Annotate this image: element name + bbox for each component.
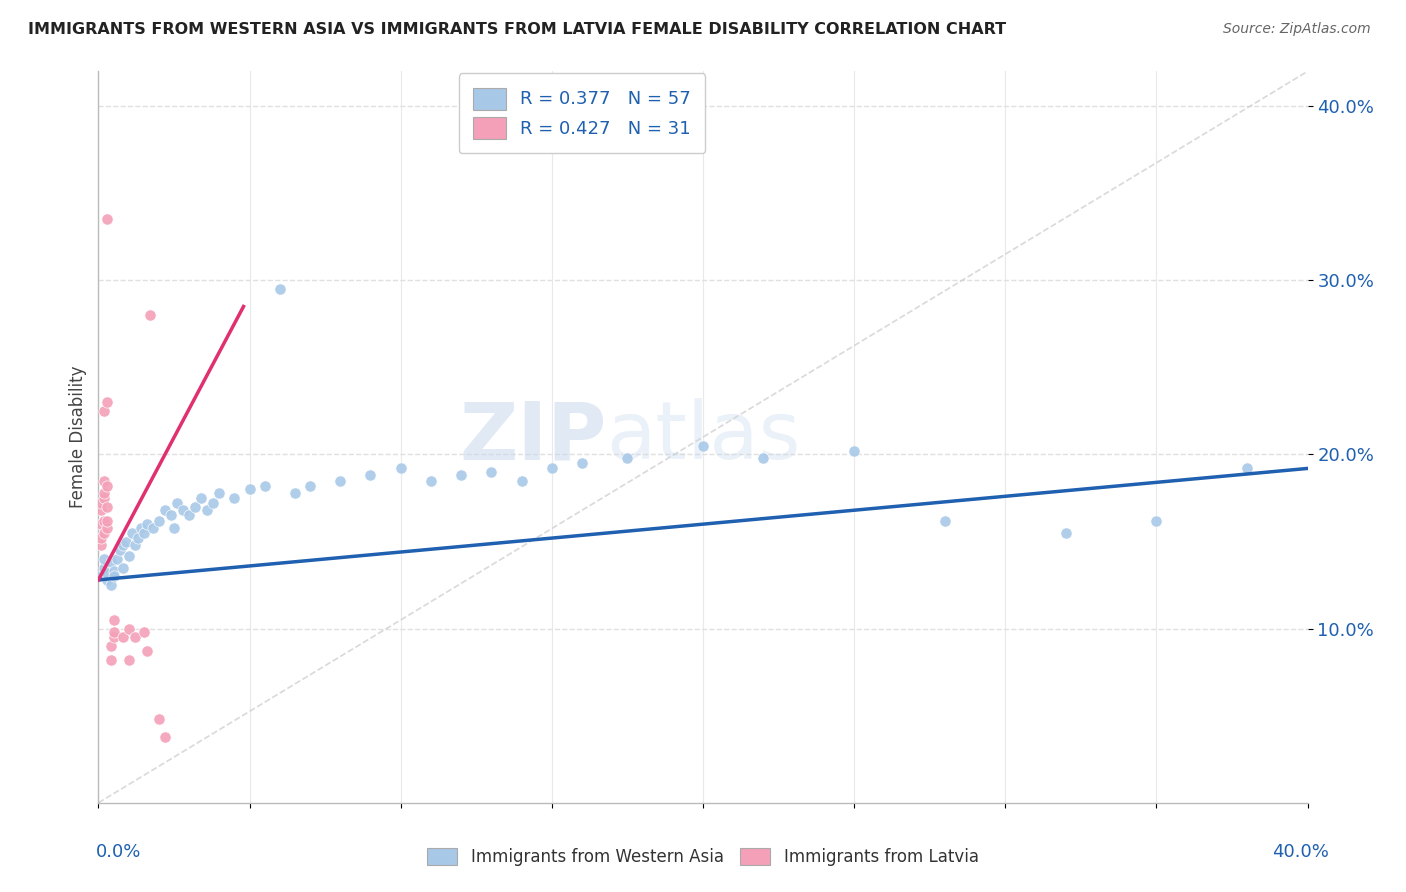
- Point: [96, 566, 118, 580]
- Point: [118, 653, 141, 667]
- Point: [96, 212, 118, 227]
- Point: [90, 503, 112, 517]
- Point: [166, 496, 188, 510]
- Point: [96, 479, 118, 493]
- Point: [139, 308, 162, 322]
- Point: [96, 395, 118, 409]
- Point: [163, 521, 186, 535]
- Point: [118, 549, 141, 563]
- Point: [481, 465, 503, 479]
- Point: [90, 517, 112, 532]
- Point: [208, 485, 231, 500]
- Point: [195, 503, 218, 517]
- Point: [93, 525, 115, 540]
- Point: [184, 500, 207, 514]
- Point: [90, 538, 112, 552]
- Point: [111, 631, 134, 645]
- Point: [100, 578, 122, 592]
- Point: [108, 543, 131, 558]
- Point: [100, 556, 122, 570]
- Legend: R = 0.377   N = 57, R = 0.427   N = 31: R = 0.377 N = 57, R = 0.427 N = 31: [458, 73, 706, 153]
- Point: [100, 653, 122, 667]
- Point: [153, 503, 176, 517]
- Point: [540, 461, 562, 475]
- Point: [103, 625, 125, 640]
- Point: [202, 496, 225, 510]
- Point: [93, 485, 115, 500]
- Point: [111, 560, 134, 574]
- Point: [127, 531, 149, 545]
- Point: [239, 483, 262, 497]
- Point: [224, 491, 246, 505]
- Point: [752, 450, 775, 465]
- Point: [103, 631, 125, 645]
- Point: [100, 639, 122, 653]
- Point: [1236, 461, 1258, 475]
- Point: [389, 461, 412, 475]
- Point: [96, 514, 118, 528]
- Point: [190, 491, 212, 505]
- Point: [142, 521, 165, 535]
- Text: 40.0%: 40.0%: [1272, 843, 1329, 861]
- Point: [118, 622, 141, 636]
- Point: [616, 450, 638, 465]
- Point: [360, 468, 382, 483]
- Point: [934, 514, 956, 528]
- Point: [148, 712, 170, 726]
- Legend: Immigrants from Western Asia, Immigrants from Latvia: Immigrants from Western Asia, Immigrants…: [419, 840, 987, 875]
- Point: [329, 474, 352, 488]
- Point: [93, 552, 115, 566]
- Point: [692, 439, 714, 453]
- Point: [299, 479, 322, 493]
- Text: ZIP: ZIP: [458, 398, 606, 476]
- Point: [253, 479, 276, 493]
- Point: [160, 508, 183, 523]
- Point: [1144, 514, 1167, 528]
- Point: [124, 631, 146, 645]
- Text: Source: ZipAtlas.com: Source: ZipAtlas.com: [1223, 22, 1371, 37]
- Point: [129, 521, 152, 535]
- Point: [450, 468, 472, 483]
- Point: [105, 552, 128, 566]
- Point: [135, 644, 157, 658]
- Point: [121, 525, 143, 540]
- Point: [510, 474, 533, 488]
- Point: [93, 491, 115, 505]
- Point: [90, 496, 112, 510]
- Y-axis label: Female Disability: Female Disability: [69, 366, 87, 508]
- Point: [844, 444, 866, 458]
- Point: [420, 474, 443, 488]
- Point: [93, 514, 115, 528]
- Point: [114, 534, 136, 549]
- Point: [90, 569, 112, 583]
- Text: IMMIGRANTS FROM WESTERN ASIA VS IMMIGRANTS FROM LATVIA FEMALE DISABILITY CORRELA: IMMIGRANTS FROM WESTERN ASIA VS IMMIGRAN…: [28, 22, 1007, 37]
- Point: [103, 613, 125, 627]
- Point: [571, 456, 593, 470]
- Point: [90, 531, 112, 545]
- Text: atlas: atlas: [606, 398, 800, 476]
- Point: [135, 517, 157, 532]
- Point: [148, 514, 170, 528]
- Point: [93, 404, 115, 418]
- Point: [93, 474, 115, 488]
- Point: [103, 569, 125, 583]
- Point: [111, 538, 134, 552]
- Point: [172, 503, 194, 517]
- Text: 0.0%: 0.0%: [96, 843, 141, 861]
- Point: [269, 282, 291, 296]
- Point: [153, 730, 176, 744]
- Point: [103, 564, 125, 578]
- Point: [132, 525, 155, 540]
- Point: [124, 538, 146, 552]
- Point: [1054, 525, 1077, 540]
- Point: [132, 625, 155, 640]
- Point: [284, 485, 307, 500]
- Point: [93, 560, 115, 574]
- Point: [96, 521, 118, 535]
- Point: [96, 500, 118, 514]
- Point: [179, 508, 201, 523]
- Point: [96, 573, 118, 587]
